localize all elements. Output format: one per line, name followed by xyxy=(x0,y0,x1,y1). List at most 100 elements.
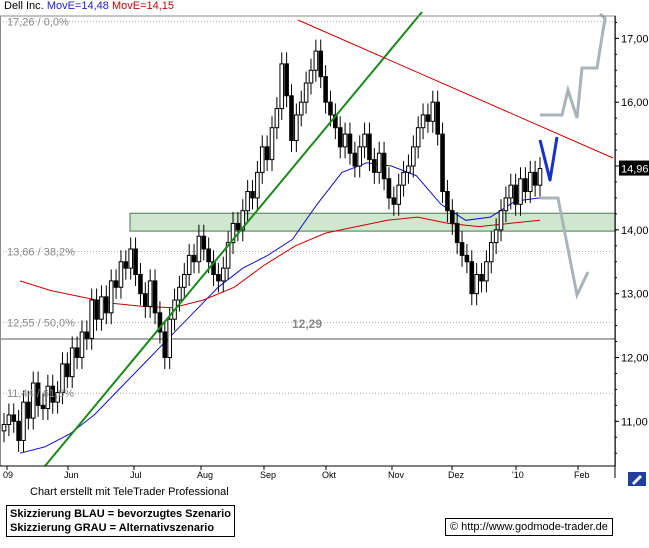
candle-body xyxy=(50,385,56,403)
candle-body xyxy=(6,414,12,426)
x-tick-label: Jun xyxy=(64,470,79,480)
candle-body xyxy=(503,197,509,212)
candle-body xyxy=(259,146,265,173)
candle-body xyxy=(108,280,114,314)
source-box[interactable]: © http://www.godmode-trader.de xyxy=(445,518,613,536)
candle-body xyxy=(313,50,319,71)
candle-body xyxy=(454,222,460,244)
x-tick-label: Okt xyxy=(322,470,337,480)
y-tick-label: 12,00 xyxy=(621,352,649,364)
candle-body xyxy=(435,101,440,135)
candle-body xyxy=(464,254,470,263)
last-price-box xyxy=(619,160,649,176)
y-tick-label: 14,00 xyxy=(621,225,649,237)
resistance-line xyxy=(297,19,614,159)
candle-body xyxy=(328,101,333,116)
copyright-icon: © xyxy=(450,521,459,533)
candle-body xyxy=(401,171,406,186)
y-tick-label: 11,00 xyxy=(621,416,648,428)
candle-body xyxy=(527,171,533,193)
candle-body xyxy=(113,280,119,288)
candle-body xyxy=(381,152,387,180)
scenario-legend: Skizzierung BLAU = bevorzugtes Szenario … xyxy=(6,505,235,537)
candle-body xyxy=(186,254,192,276)
candle-body xyxy=(357,146,363,167)
chart-header: Dell Inc. MovE=14,48 MovE=14,15 xyxy=(4,0,174,13)
candle-body xyxy=(30,382,36,419)
uptrend-line xyxy=(44,11,423,467)
ma-blue-label: MovE=14,48 xyxy=(46,0,109,12)
candle-body xyxy=(318,50,324,78)
candle-body xyxy=(11,414,17,422)
candle-body xyxy=(167,318,172,358)
candle-body xyxy=(84,331,90,339)
candle-body xyxy=(118,261,124,288)
fib-label: 13,66 / 38,2% xyxy=(7,247,75,259)
candle-body xyxy=(274,108,280,129)
candle-body xyxy=(196,235,202,263)
candle-body xyxy=(177,286,182,301)
candle-body xyxy=(342,133,348,148)
fib-label: 17,26 / 0,0% xyxy=(7,17,69,29)
candle-body xyxy=(508,184,514,199)
candle-body xyxy=(513,184,518,205)
candle-body xyxy=(40,404,46,410)
x-tick-label: Dez xyxy=(448,470,465,480)
gray-arrowhead-up xyxy=(599,12,607,27)
candle-body xyxy=(74,347,80,358)
candle-body xyxy=(60,363,65,394)
candle-body xyxy=(45,385,51,410)
candle-body xyxy=(157,312,163,333)
candle-body xyxy=(449,210,455,224)
candle-body xyxy=(406,165,411,173)
candle-body xyxy=(294,114,299,141)
candle-body xyxy=(498,210,504,231)
candle-body xyxy=(128,248,133,269)
candle-body xyxy=(411,146,416,167)
candle-body xyxy=(206,248,211,263)
candle-body xyxy=(347,133,353,154)
fib-label: 11,44 / 61,8% xyxy=(7,388,74,400)
candle-body xyxy=(420,114,426,129)
candle-body xyxy=(488,242,494,263)
candle-body xyxy=(79,331,85,358)
candle-body xyxy=(123,261,129,269)
y-tick-label: 17,00 xyxy=(621,33,649,45)
candle-body xyxy=(337,127,343,148)
candle-body xyxy=(143,293,148,307)
candle-body xyxy=(323,76,328,103)
candle-body xyxy=(191,254,197,263)
chart-tool-icon[interactable] xyxy=(628,472,646,486)
candle-body xyxy=(245,191,250,212)
candle-body xyxy=(94,299,99,320)
y-tick-label: 13,00 xyxy=(621,289,649,301)
source-url[interactable]: http://www.godmode-trader.de xyxy=(461,521,608,533)
x-tick-label: Feb xyxy=(574,470,590,480)
ma-red-label: MovE=14,15 xyxy=(111,0,175,12)
last-price-label: 14,96 xyxy=(621,164,649,176)
pencil-icon xyxy=(632,475,642,485)
candle-body xyxy=(99,296,104,320)
candle-body xyxy=(21,401,26,441)
candle-body xyxy=(430,101,436,122)
candle-body xyxy=(133,248,138,276)
candle-body xyxy=(298,101,304,116)
candle-body xyxy=(396,184,401,205)
candle-body xyxy=(376,152,382,173)
candle-body xyxy=(152,280,158,314)
candle-body xyxy=(518,178,523,205)
candle-body xyxy=(240,210,246,231)
candle-body xyxy=(269,127,275,161)
candle-body xyxy=(220,267,226,282)
candle-body xyxy=(469,261,475,295)
support-zone xyxy=(129,212,616,232)
x-tick-label: '10 xyxy=(512,470,524,480)
instrument-name: Dell Inc. xyxy=(4,0,44,12)
candle-body xyxy=(250,191,255,199)
candle-body xyxy=(440,133,445,193)
candle-body xyxy=(216,274,221,282)
candle-body xyxy=(537,168,543,186)
candle-body xyxy=(55,392,60,403)
legend-line-blue: Skizzierung BLAU = bevorzugtes Szenario xyxy=(10,508,231,520)
candle-body xyxy=(493,229,499,244)
